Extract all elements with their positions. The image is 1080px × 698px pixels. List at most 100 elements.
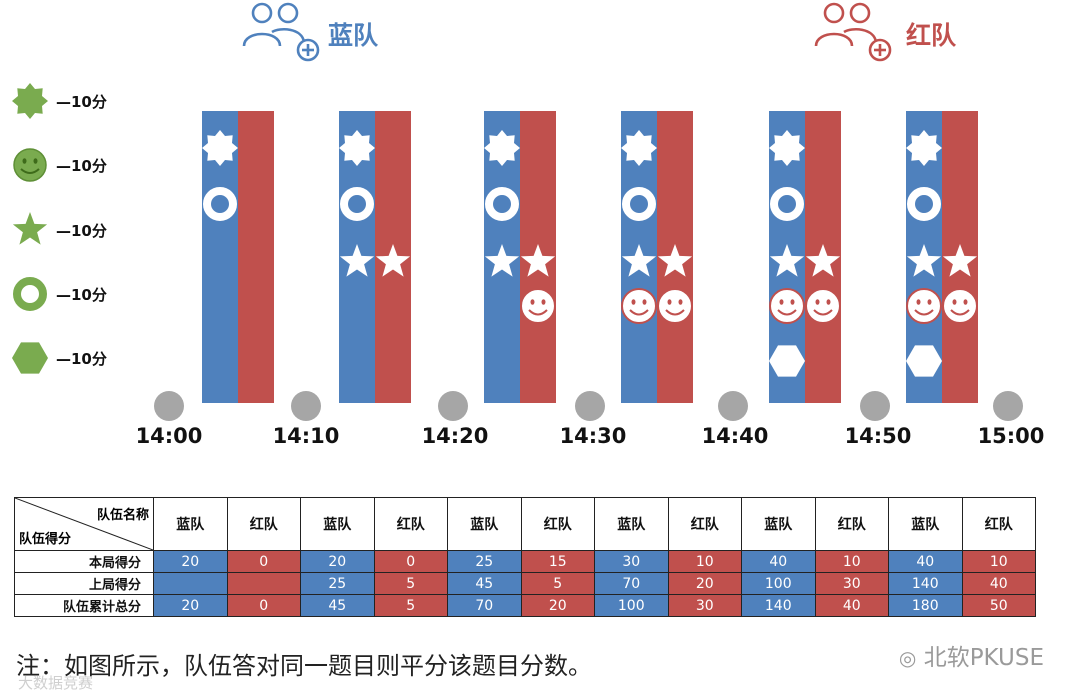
table-header-team: 红队: [520, 497, 595, 551]
smiley-icon: [520, 288, 556, 324]
table-row: 本局得分 20 0 20 0 25 15 30 10 40 10 40 10: [14, 550, 1036, 573]
score-cell: 50: [961, 594, 1036, 617]
table-header-team: 蓝队: [300, 497, 375, 551]
table-header-team: 蓝队: [594, 497, 669, 551]
star-icon: [942, 244, 978, 277]
score-cell: 5: [373, 572, 448, 595]
hexagon-icon: [906, 345, 942, 377]
legend-text: —10分: [56, 350, 107, 368]
table-row: 上局得分 25 5 45 5 70 20 100 30 140 40: [14, 572, 1036, 595]
legend-item: —10分: [10, 338, 140, 378]
row-label: 本局得分: [14, 550, 154, 573]
row-label: 上局得分: [14, 572, 154, 595]
ring-icon: [13, 277, 47, 311]
score-cell: 20: [300, 550, 375, 573]
score-cell: 0: [373, 550, 448, 573]
table-header-team: 蓝队: [153, 497, 228, 551]
watermark-secondary: 大数据竞赛: [18, 674, 94, 692]
smiley-icon: [621, 288, 657, 324]
table-header-team: 红队: [961, 497, 1036, 551]
score-cell: 40: [741, 550, 816, 573]
blue-team-header: 蓝队: [240, 0, 400, 66]
score-cell: 100: [594, 594, 669, 617]
star-icon: [520, 244, 556, 277]
red-team-header: 红队: [812, 0, 972, 66]
badge-icon: [906, 130, 942, 166]
score-cell: 30: [594, 550, 669, 573]
score-table: 队伍名称 队伍得分 蓝队 红队 蓝队 红队 蓝队 红队 蓝队 红队 蓝队 红队 …: [14, 497, 1036, 617]
badge-icon: [339, 130, 375, 166]
legend-item: —10分: [10, 81, 140, 121]
score-cell: 20: [153, 550, 228, 573]
score-cell: 15: [520, 550, 595, 573]
score-cell: 25: [300, 572, 375, 595]
score-cell: 70: [594, 572, 669, 595]
timeline-dot: [860, 391, 890, 421]
score-cell: [153, 572, 228, 595]
blue-team-label: 蓝队: [328, 21, 379, 50]
footnote: 注：如图所示，队伍答对同一题目则平分该题目分数。: [16, 652, 592, 680]
smiley-icon: [13, 148, 47, 182]
score-cell: 25: [447, 550, 522, 573]
watermark: ◎ 北软PKUSE: [899, 638, 1044, 672]
red-team-label: 红队: [906, 21, 957, 50]
score-cell: 40: [888, 550, 963, 573]
round-column: [484, 111, 556, 403]
star-icon: [657, 244, 693, 277]
table-header-team: 红队: [814, 497, 889, 551]
timeline-dot: [291, 391, 321, 421]
badge-icon: [621, 130, 657, 166]
badge-icon: [769, 130, 805, 166]
table-row: 队伍累计总分 20 0 45 5 70 20 100 30 140 40 180 50: [14, 594, 1036, 617]
time-label: 14:10: [272, 424, 340, 448]
score-cell: 140: [741, 594, 816, 617]
legend-text: —10分: [56, 157, 107, 175]
star-icon: [339, 244, 375, 277]
legend-text: —10分: [56, 286, 107, 304]
timeline-dot: [718, 391, 748, 421]
smiley-icon: [769, 288, 805, 324]
star-icon: [805, 244, 841, 277]
time-label: 15:00: [977, 424, 1045, 448]
hexagon-icon: [769, 345, 805, 377]
round-column: [202, 111, 274, 403]
time-label: 14:20: [421, 424, 489, 448]
timeline-dot: [575, 391, 605, 421]
legend-text: —10分: [56, 222, 107, 240]
timeline-dot: [154, 391, 184, 421]
round-column: [621, 111, 693, 403]
timeline-dot: [438, 391, 468, 421]
time-label: 14:50: [844, 424, 912, 448]
badge-icon: [202, 130, 238, 166]
table-corner: 队伍名称 队伍得分: [14, 497, 154, 551]
score-cell: 20: [520, 594, 595, 617]
row-label: 队伍累计总分: [14, 594, 154, 617]
score-cell: 100: [741, 572, 816, 595]
score-cell: [226, 572, 301, 595]
star-icon: [484, 244, 520, 277]
table-header-team: 红队: [226, 497, 301, 551]
ring-icon: [622, 187, 656, 221]
table-header-team: 红队: [373, 497, 448, 551]
round-column: [339, 111, 411, 403]
round-column: [906, 111, 978, 403]
score-cell: 30: [814, 572, 889, 595]
score-cell: 20: [667, 572, 742, 595]
score-cell: 20: [153, 594, 228, 617]
star-icon: [12, 212, 48, 245]
table-header-team: 蓝队: [888, 497, 963, 551]
score-cell: 70: [447, 594, 522, 617]
time-label: 14:40: [701, 424, 769, 448]
table-header-team: 红队: [667, 497, 742, 551]
legend-item: —10分: [10, 274, 140, 314]
score-cell: 5: [373, 594, 448, 617]
score-cell: 180: [888, 594, 963, 617]
team-add-icon: [242, 2, 320, 62]
ring-icon: [907, 187, 941, 221]
ring-icon: [485, 187, 519, 221]
legend-text: —10分: [56, 93, 107, 111]
score-cell: 30: [667, 594, 742, 617]
score-cell: 0: [226, 550, 301, 573]
red-bar: [238, 111, 274, 403]
badge-icon: [12, 83, 48, 119]
